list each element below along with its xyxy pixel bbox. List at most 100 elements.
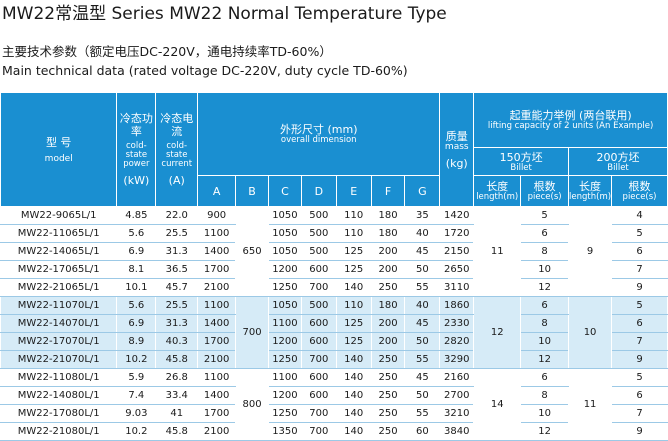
cell-dim-b: 700 [235, 296, 269, 369]
cell-model: MW22-17065L/1 [0, 260, 118, 279]
cell-mass: 2330 [439, 314, 475, 333]
cell-model: MW22-14065L/1 [0, 242, 118, 261]
header-current-en: cold-state current [161, 141, 193, 169]
cell-dim-f: 200 [370, 260, 406, 279]
cell-dim-d: 600 [300, 332, 337, 351]
cell-dim-d: 500 [300, 296, 337, 315]
cell-dim-d: 500 [300, 224, 337, 243]
cell-power: 8.9 [116, 332, 157, 351]
header-dimension-cn: 外形尺寸 (mm) [279, 123, 358, 136]
cell-dim-a: 1700 [197, 260, 237, 279]
cell-dim-g: 55 [404, 404, 441, 423]
technical-data-table: 型 号 model 冷态功率 cold-state power (kW) 冷态电… [0, 92, 668, 441]
table-row: MW22-11065L/1 5.6 25.5 1100 1050 500 110 180 40 1… [0, 224, 668, 243]
cell-pieces-200: 4 [611, 206, 668, 225]
cell-power: 8.1 [116, 260, 157, 279]
cell-dim-c: 1050 [267, 224, 302, 243]
cell-current: 26.8 [155, 368, 199, 387]
header-model-en: model [44, 153, 73, 164]
table-row: MW22-17080L/1 9.03 41 1700 1250 700 140 250 55 32… [0, 404, 668, 423]
cell-model: MW22-11080L/1 [0, 368, 118, 387]
cell-dim-c: 1250 [267, 404, 302, 423]
table-row: MW22-11070L/1 5.6 25.5 1100 700 1050 500 110 180… [0, 296, 668, 369]
cell-dim-d: 700 [300, 404, 337, 423]
cell-dim-e: 125 [335, 332, 372, 351]
cell-current: 45.8 [155, 422, 199, 441]
cell-dim-c: 1350 [267, 422, 302, 441]
cell-pieces-200: 5 [611, 224, 668, 243]
cell-power: 10.2 [116, 350, 157, 369]
table-row: MW22-21080L/1 10.2 45.8 2100 1350 700 140 250 60… [0, 422, 668, 441]
subtitle-english: Main technical data (rated voltage DC-22… [2, 63, 408, 78]
cell-current: 36.5 [155, 260, 199, 279]
header-dim-c: C [267, 175, 302, 207]
cell-dim-g: 45 [404, 242, 441, 261]
table-row: MW22-17065L/1 8.1 36.5 1700 1200 600 125 200 50 2… [0, 260, 668, 279]
table-row: MW22-11080L/1 5.9 26.8 1100 800 1100 600 140 250… [0, 368, 668, 441]
cell-length-150: 14 [473, 368, 522, 441]
cell-dim-a: 1400 [197, 314, 237, 333]
cell-model: MW22-11065L/1 [0, 224, 118, 243]
header-billet-150-cn: 150方坯 [499, 150, 543, 164]
cell-current: 22.0 [155, 206, 199, 225]
cell-dim-d: 600 [300, 314, 337, 333]
table-row: MW22-14080L/1 7.4 33.4 1400 1200 600 140 250 50 2… [0, 386, 668, 405]
cell-dim-e: 110 [335, 296, 372, 315]
cell-model: MW22-21065L/1 [0, 278, 118, 297]
cell-current: 25.5 [155, 296, 199, 315]
cell-pieces-200: 6 [611, 386, 668, 405]
header-current: 冷态电流 cold-state current (A) [155, 92, 199, 207]
header-dim-b: B [235, 175, 269, 207]
header-dim-a: A [197, 175, 237, 207]
cell-dim-e: 140 [335, 350, 372, 369]
cell-dim-a: 1700 [197, 332, 237, 351]
header-power-unit: (kW) [123, 174, 150, 187]
cell-dim-a: 1400 [197, 386, 237, 405]
cell-dim-g: 50 [404, 260, 441, 279]
header-dimension: 外形尺寸 (mm) overall dimension [197, 92, 441, 176]
cell-current: 45.8 [155, 350, 199, 369]
cell-dim-c: 1200 [267, 332, 302, 351]
cell-dim-e: 110 [335, 206, 372, 225]
cell-pieces-150: 10 [520, 332, 570, 351]
header-pieces-150: 根数 piece(s) [520, 175, 570, 207]
header-mass: 质量 mass (kg) [439, 92, 475, 207]
cell-current: 45.7 [155, 278, 199, 297]
cell-dim-d: 700 [300, 278, 337, 297]
cell-mass: 2650 [439, 260, 475, 279]
cell-mass: 3210 [439, 404, 475, 423]
cell-dim-e: 140 [335, 386, 372, 405]
cell-dim-e: 140 [335, 404, 372, 423]
cell-model: MW22-17080L/1 [0, 404, 118, 423]
cell-dim-a: 900 [197, 206, 237, 225]
cell-pieces-150: 10 [520, 404, 570, 423]
cell-dim-g: 40 [404, 224, 441, 243]
header-mass-cn: 质量 [445, 129, 468, 143]
cell-pieces-200: 6 [611, 242, 668, 261]
cell-pieces-150: 8 [520, 242, 570, 261]
cell-pieces-200: 7 [611, 260, 668, 279]
header-lifting-cn: 起重能力举例 (两台联用) [509, 109, 632, 122]
cell-dim-f: 200 [370, 332, 406, 351]
cell-model: MW22-9065L/1 [0, 206, 118, 225]
cell-power: 7.4 [116, 386, 157, 405]
cell-pieces-200: 6 [611, 314, 668, 333]
cell-dim-g: 55 [404, 350, 441, 369]
cell-pieces-200: 5 [611, 296, 668, 315]
cell-model: MW22-21080L/1 [0, 422, 118, 441]
cell-dim-f: 250 [370, 278, 406, 297]
cell-dim-f: 250 [370, 350, 406, 369]
cell-dim-b: 650 [235, 206, 269, 297]
cell-dim-c: 1200 [267, 260, 302, 279]
cell-model: MW22-14080L/1 [0, 386, 118, 405]
cell-dim-g: 60 [404, 422, 441, 441]
header-dim-d: D [300, 175, 337, 207]
cell-dim-g: 55 [404, 278, 441, 297]
header-pieces-200: 根数 piece(s) [611, 175, 668, 207]
cell-dim-c: 1250 [267, 350, 302, 369]
cell-current: 41 [155, 404, 199, 423]
header-model: 型 号 model [0, 92, 118, 207]
cell-dim-f: 200 [370, 242, 406, 261]
cell-pieces-150: 8 [520, 386, 570, 405]
cell-dim-f: 180 [370, 206, 406, 225]
